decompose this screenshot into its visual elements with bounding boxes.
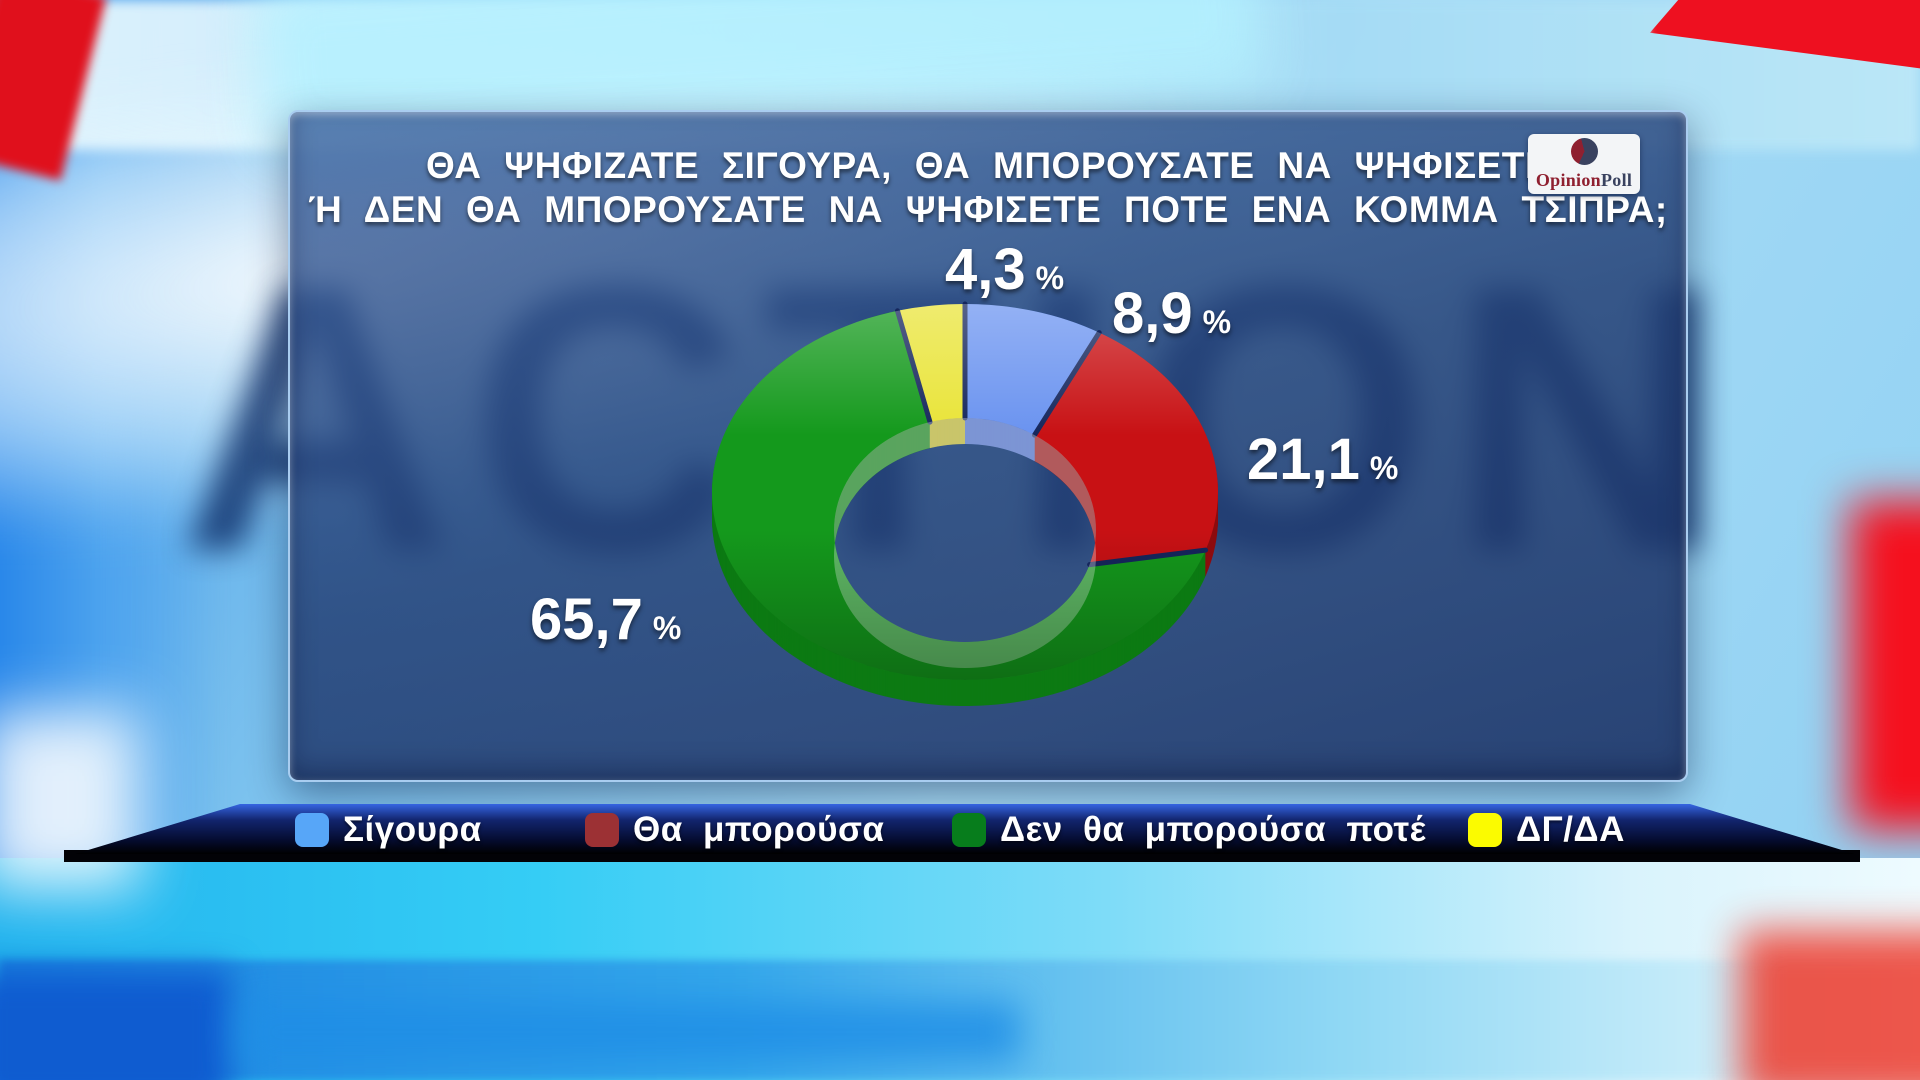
legend-swatch-blue — [295, 812, 329, 847]
slice-value: 8,9 — [1112, 281, 1193, 346]
legend-item-dgda: ΔΓ/ΔΑ — [1468, 812, 1625, 847]
percent-sign: % — [652, 610, 682, 646]
background-blue-bottomleft — [0, 970, 230, 1080]
background-white-blob — [0, 710, 140, 890]
legend-label: Θα μπορούσα — [633, 810, 885, 849]
slice-value: 21,1 — [1247, 427, 1360, 492]
poll-question-line2: Ή ΔΕΝ ΘΑ ΜΠΟΡΟΥΣΑΤΕ ΝΑ ΨΗΦΙΣΕΤΕ ΠΟΤΕ ΕΝΑ… — [308, 189, 1668, 230]
legend-item-sigoura: Σίγουρα — [295, 812, 482, 847]
legend-label: Σίγουρα — [343, 810, 482, 849]
poll-question: ΘΑ ΨΗΦΙΖΑΤΕ ΣΙΓΟΥΡΑ, ΘΑ ΜΠΟΡΟΥΣΑΤΕ ΝΑ ΨΗ… — [300, 144, 1676, 232]
background-red-topleft — [0, 0, 107, 181]
background-bottom-band — [0, 858, 1920, 1080]
legend-label: ΔΓ/ΔΑ — [1516, 810, 1625, 849]
slice-value: 65,7 — [530, 587, 643, 652]
background-red-bottomright — [1740, 930, 1920, 1080]
percent-sign: % — [1369, 450, 1399, 486]
opinionpoll-logo: OpinionPoll — [1528, 134, 1640, 194]
slice-label-sigoura: 8,9% — [1112, 280, 1231, 347]
background-red-right — [1850, 500, 1920, 830]
slice-label-den-tha-borousa: 65,7% — [530, 586, 681, 653]
background-blue-streak — [240, 1002, 1020, 1062]
legend-swatch-yellow — [1468, 812, 1502, 847]
slice-label-tha-borousa: 21,1% — [1247, 426, 1398, 493]
poll-question-line1: ΘΑ ΨΗΦΙΖΑΤΕ ΣΙΓΟΥΡΑ, ΘΑ ΜΠΟΡΟΥΣΑΤΕ ΝΑ ΨΗ… — [425, 145, 1551, 186]
opinionpoll-logo-part2: Poll — [1600, 170, 1633, 190]
legend-label: Δεν θα μπορούσα ποτέ — [1000, 810, 1426, 849]
opinionpoll-logo-part1: Opinion — [1535, 170, 1601, 190]
percent-sign: % — [1035, 260, 1065, 296]
poll-panel: ΘΑ ΨΗΦΙΖΑΤΕ ΣΙΓΟΥΡΑ, ΘΑ ΜΠΟΡΟΥΣΑΤΕ ΝΑ ΨΗ… — [288, 110, 1688, 782]
legend-swatch-red — [585, 812, 619, 847]
legend-bar: Σίγουρα Θα μπορούσα Δεν θα μπορούσα ποτέ… — [75, 804, 1855, 854]
background-red-topright — [1650, 0, 1920, 73]
background-bottom-band2 — [0, 960, 1920, 1080]
legend-swatch-green — [952, 812, 986, 847]
opinionpoll-pie-icon — [1570, 138, 1598, 165]
slice-label-dgda: 4,3% — [945, 236, 1064, 303]
background-left-band — [0, 0, 220, 1080]
legend-item-tha-borousa: Θα μπορούσα — [585, 812, 884, 847]
percent-sign: % — [1202, 304, 1232, 340]
opinionpoll-logo-text: OpinionPoll — [1528, 170, 1640, 190]
slice-value: 4,3 — [945, 237, 1026, 302]
legend-item-den-tha-borousa: Δεν θα μπορούσα ποτέ — [952, 812, 1426, 847]
